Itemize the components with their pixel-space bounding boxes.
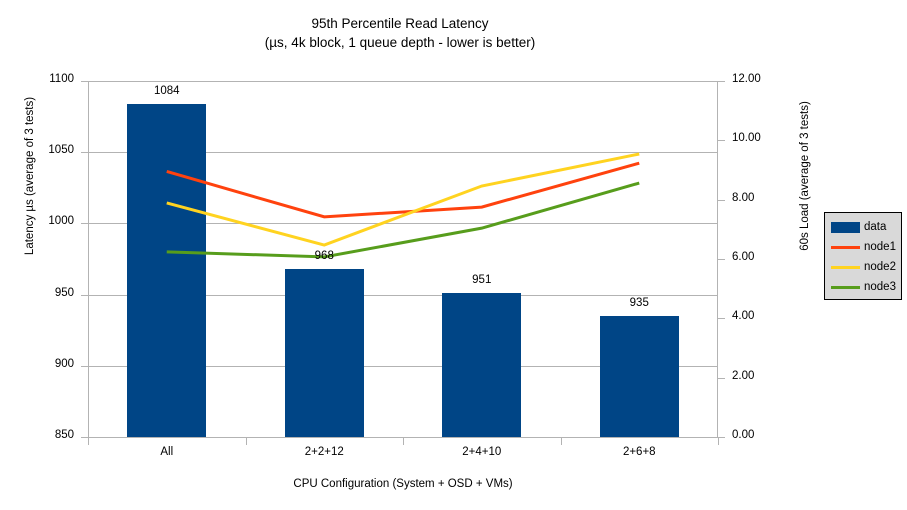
legend-label-data: data [864, 221, 887, 233]
y-tick-right [718, 437, 725, 438]
y-tick-left [81, 223, 88, 224]
y-tick-label-right: 8.00 [732, 191, 755, 204]
bar[interactable] [442, 293, 522, 437]
legend-swatch-line-node1-icon [831, 246, 860, 249]
legend-swatch-line-node2-icon [831, 266, 860, 269]
y-tick-right [718, 200, 725, 201]
chart-title-line1: 95th Percentile Read Latency [311, 16, 489, 31]
y-tick-label-left: 850 [54, 429, 74, 441]
x-tick [718, 438, 719, 445]
legend-swatch-bar-icon [831, 222, 860, 233]
y-tick-label-right: 2.00 [732, 369, 755, 382]
y-tick-label-right: 12.00 [732, 73, 761, 85]
line-series-node3 [166, 181, 640, 259]
legend-item-node1[interactable]: node1 [831, 239, 899, 255]
y-tick-left [81, 152, 88, 153]
x-tick [88, 438, 89, 445]
y-tick-label-right: 10.00 [732, 132, 761, 145]
legend-item-node2[interactable]: node2 [831, 259, 899, 275]
y-tick-left [81, 81, 88, 82]
bar-value-label: 935 [629, 296, 649, 309]
x-axis-line [88, 437, 718, 438]
bar-value-label: 951 [472, 274, 492, 287]
y-tick-right [718, 81, 725, 82]
gridline [88, 152, 718, 153]
legend-item-data[interactable]: data [831, 219, 899, 235]
x-axis-label: CPU Configuration (System + OSD + VMs) [293, 478, 513, 490]
legend[interactable]: data node1 node2 node3 [824, 212, 902, 300]
x-tick [561, 438, 562, 445]
legend-swatch-line-node3-icon [831, 286, 860, 289]
y-tick-right [718, 259, 725, 260]
gridline [88, 366, 718, 367]
line-series-node1 [166, 161, 640, 219]
y-tick-right [718, 318, 725, 319]
legend-label-node2: node2 [864, 261, 896, 273]
x-tick-label: 2+2+12 [304, 446, 344, 458]
y-tick-left [81, 366, 88, 367]
y-tick-label-left: 950 [54, 286, 74, 299]
plot-right-axis [717, 81, 718, 438]
y-axis-label-right: 60s Load (average of 3 tests) [799, 101, 811, 251]
y-tick-label-left: 1100 [49, 73, 74, 85]
y-tick-right [718, 378, 725, 379]
y-tick-left [81, 295, 88, 296]
legend-label-node3: node3 [864, 281, 896, 293]
y-tick-label-left: 900 [54, 357, 74, 370]
y-tick-label-right: 6.00 [732, 251, 755, 263]
bar[interactable] [127, 103, 207, 437]
legend-label-node1: node1 [864, 241, 896, 253]
chart-title-line2: (µs, 4k block, 1 queue depth - lower is … [264, 35, 536, 50]
gridline [88, 81, 718, 82]
legend-item-node3[interactable]: node3 [831, 279, 899, 295]
y-tick-label-right: 4.00 [732, 310, 755, 323]
y-tick-label-left: 1000 [48, 215, 74, 228]
x-tick [403, 438, 404, 445]
chart-title: 95th Percentile Read Latency (µs, 4k blo… [0, 14, 800, 52]
y-tick-left [81, 437, 88, 438]
x-tick-label: 2+4+10 [462, 446, 502, 458]
gridline [88, 295, 718, 296]
bar[interactable] [599, 315, 679, 437]
x-tick-label: 2+6+8 [622, 446, 656, 458]
line-series-node2 [166, 152, 640, 247]
y-tick-right [718, 140, 725, 141]
bar-value-label: 1084 [153, 84, 180, 97]
bar-value-label: 968 [314, 249, 334, 262]
y-tick-label-left: 1050 [48, 144, 74, 157]
plot-left-axis [88, 81, 89, 438]
x-tick [246, 438, 247, 445]
x-tick-label: All [160, 446, 174, 458]
y-tick-label-right: 0.00 [732, 429, 755, 441]
bar[interactable] [284, 268, 364, 437]
